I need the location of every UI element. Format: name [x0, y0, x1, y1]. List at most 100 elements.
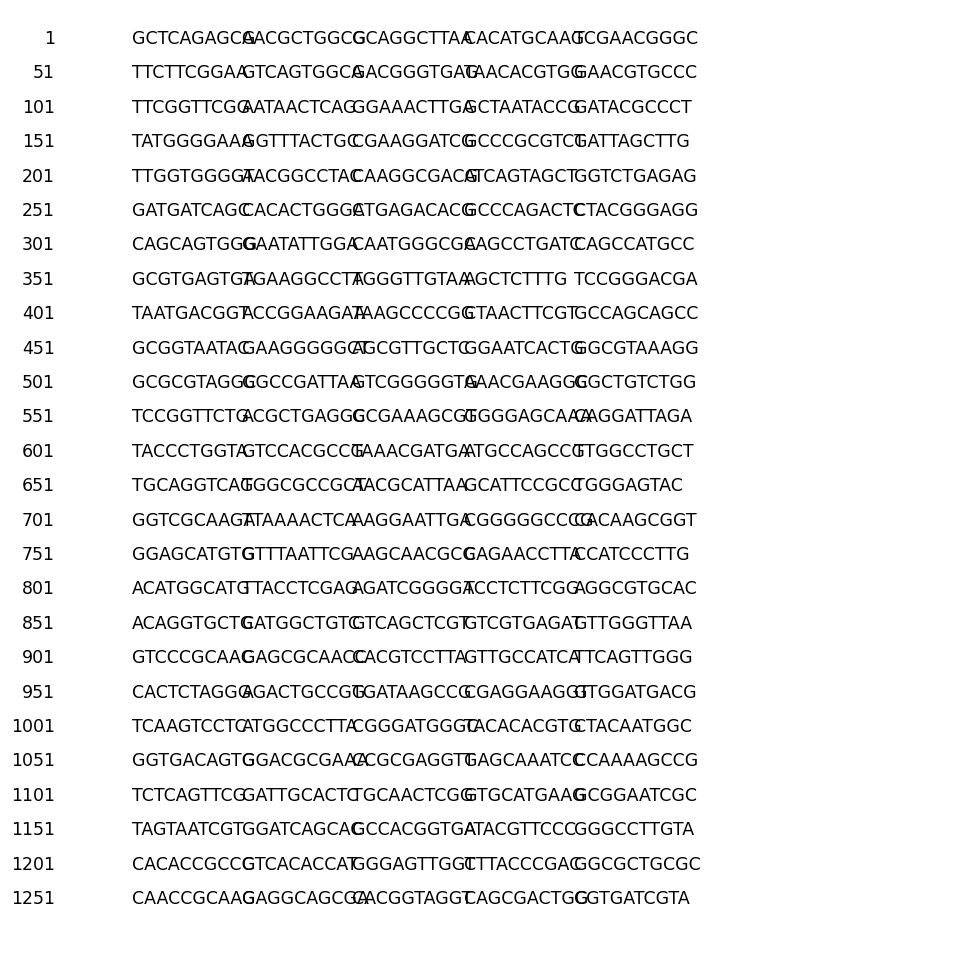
Text: TACCCTGGTA: TACCCTGGTA: [132, 442, 248, 460]
Text: TCCGGGACGA: TCCGGGACGA: [574, 270, 698, 288]
Text: GCAGGCTTAA: GCAGGCTTAA: [352, 30, 473, 48]
Text: GGAAACTTGA: GGAAACTTGA: [352, 99, 474, 116]
Text: GCCCGCGTCT: GCCCGCGTCT: [464, 133, 585, 151]
Text: GCTCAGAGCG: GCTCAGAGCG: [132, 30, 255, 48]
Text: 1: 1: [44, 30, 55, 48]
Text: GTTTAATTCG: GTTTAATTCG: [242, 546, 354, 563]
Text: CCATCCCTTG: CCATCCCTTG: [574, 546, 690, 563]
Text: TTAAAACTCA: TTAAAACTCA: [242, 511, 357, 530]
Text: 701: 701: [22, 511, 55, 530]
Text: GAATATTGGA: GAATATTGGA: [242, 236, 359, 254]
Text: GAGCGCAACC: GAGCGCAACC: [242, 649, 366, 667]
Text: AAGCCTGATC: AAGCCTGATC: [464, 236, 582, 254]
Text: CAGAACCTTA: CAGAACCTTA: [464, 546, 581, 563]
Text: GTTGCCATCA: GTTGCCATCA: [464, 649, 580, 667]
Text: GTCAGCTCGT: GTCAGCTCGT: [352, 614, 470, 632]
Text: GGTGACAGTG: GGTGACAGTG: [132, 752, 255, 770]
Text: GGGCCTTGTA: GGGCCTTGTA: [574, 821, 694, 838]
Text: CAGGATTAGA: CAGGATTAGA: [574, 408, 692, 426]
Text: CACATGCAAG: CACATGCAAG: [464, 30, 584, 48]
Text: 1001: 1001: [11, 717, 55, 735]
Text: TCGAACGGGC: TCGAACGGGC: [574, 30, 699, 48]
Text: AACGGCCTAC: AACGGCCTAC: [242, 167, 362, 185]
Text: ATCAGTAGCT: ATCAGTAGCT: [464, 167, 578, 185]
Text: GGACGCGAAA: GGACGCGAAA: [242, 752, 368, 770]
Text: AGGCGTGCAC: AGGCGTGCAC: [574, 579, 698, 598]
Text: CCAAAAGCCG: CCAAAAGCCG: [574, 752, 699, 770]
Text: 301: 301: [22, 236, 55, 254]
Text: TCCTCTTCGG: TCCTCTTCGG: [464, 579, 579, 598]
Text: GAGCAAATCC: GAGCAAATCC: [464, 752, 584, 770]
Text: CAGCAGTGGG: CAGCAGTGGG: [132, 236, 257, 254]
Text: 451: 451: [22, 339, 55, 357]
Text: CCGCGAGGTT: CCGCGAGGTT: [352, 752, 475, 770]
Text: 951: 951: [21, 683, 55, 701]
Text: GGAGCATGTG: GGAGCATGTG: [132, 546, 255, 563]
Text: TATGGGGAAA: TATGGGGAAA: [132, 133, 253, 151]
Text: TAACACGTGG: TAACACGTGG: [464, 64, 584, 83]
Text: AGATCGGGGA: AGATCGGGGA: [352, 579, 476, 598]
Text: CGGGATGGGC: CGGGATGGGC: [352, 717, 479, 735]
Text: CAGCCATGCC: CAGCCATGCC: [574, 236, 695, 254]
Text: TGGGAGTAC: TGGGAGTAC: [574, 477, 683, 495]
Text: TTCAGTTGGG: TTCAGTTGGG: [574, 649, 693, 667]
Text: CAATGGGCGC: CAATGGGCGC: [352, 236, 476, 254]
Text: ACAGGTGCTG: ACAGGTGCTG: [132, 614, 254, 632]
Text: GGGAGTTGGT: GGGAGTTGGT: [352, 854, 476, 873]
Text: 401: 401: [22, 305, 55, 323]
Text: AAGGAATTGA: AAGGAATTGA: [352, 511, 473, 530]
Text: CAACCGCAAG: CAACCGCAAG: [132, 889, 256, 907]
Text: TTACCTCGAG: TTACCTCGAG: [242, 579, 359, 598]
Text: GGATCAGCAC: GGATCAGCAC: [242, 821, 362, 838]
Text: AAGCAACGCG: AAGCAACGCG: [352, 546, 477, 563]
Text: CGAGGAAGGT: CGAGGAAGGT: [464, 683, 589, 701]
Text: GGTCTGAGAG: GGTCTGAGAG: [574, 167, 697, 185]
Text: CTACGGGAGG: CTACGGGAGG: [574, 202, 699, 220]
Text: 1051: 1051: [11, 752, 55, 770]
Text: AATAACTCAG: AATAACTCAG: [242, 99, 358, 116]
Text: GGAATCACTG: GGAATCACTG: [464, 339, 583, 357]
Text: 251: 251: [22, 202, 55, 220]
Text: GTCGTGAGAT: GTCGTGAGAT: [464, 614, 582, 632]
Text: AGCGTTGCTC: AGCGTTGCTC: [352, 339, 471, 357]
Text: TTCGGTTCGG: TTCGGTTCGG: [132, 99, 250, 116]
Text: ATGGCCCTTA: ATGGCCCTTA: [242, 717, 359, 735]
Text: TTGGCCTGCT: TTGGCCTGCT: [574, 442, 694, 460]
Text: AGGGTTGTAA: AGGGTTGTAA: [352, 270, 471, 288]
Text: 501: 501: [22, 374, 55, 391]
Text: GGCTGTCTGG: GGCTGTCTGG: [574, 374, 697, 391]
Text: CACACTGGGA: CACACTGGGA: [242, 202, 364, 220]
Text: AGCTCTTTG: AGCTCTTTG: [464, 270, 569, 288]
Text: GACGGGTGAG: GACGGGTGAG: [352, 64, 479, 83]
Text: GATTGCACTC: GATTGCACTC: [242, 786, 359, 804]
Text: GATACGCCCT: GATACGCCCT: [574, 99, 692, 116]
Text: CAAGGCGACG: CAAGGCGACG: [352, 167, 478, 185]
Text: CACACCGCCC: CACACCGCCC: [132, 854, 254, 873]
Text: GCCACGGTGA: GCCACGGTGA: [352, 821, 476, 838]
Text: CGGGGGCCCG: CGGGGGCCCG: [464, 511, 593, 530]
Text: TGATAAGCCG: TGATAAGCCG: [352, 683, 471, 701]
Text: CTTACCCGAC: CTTACCCGAC: [464, 854, 581, 873]
Text: ATACGTTCCC: ATACGTTCCC: [464, 821, 577, 838]
Text: GCCCAGACTC: GCCCAGACTC: [464, 202, 584, 220]
Text: TGCAGGTCAG: TGCAGGTCAG: [132, 477, 253, 495]
Text: 201: 201: [22, 167, 55, 185]
Text: 651: 651: [21, 477, 55, 495]
Text: 1251: 1251: [11, 889, 55, 907]
Text: GCATTCCGCC: GCATTCCGCC: [464, 477, 582, 495]
Text: TGCAACTCGG: TGCAACTCGG: [352, 786, 474, 804]
Text: CTACAATGGC: CTACAATGGC: [574, 717, 692, 735]
Text: GGGGAGCAAA: GGGGAGCAAA: [464, 408, 592, 426]
Text: CACTCTAGGG: CACTCTAGGG: [132, 683, 251, 701]
Text: GAACGTGCCC: GAACGTGCCC: [574, 64, 698, 83]
Text: 351: 351: [22, 270, 55, 288]
Text: TCTCAGTTCG: TCTCAGTTCG: [132, 786, 246, 804]
Text: ACCGGAAGAA: ACCGGAAGAA: [242, 305, 366, 323]
Text: 601: 601: [21, 442, 55, 460]
Text: GCGTGAGTGA: GCGTGAGTGA: [132, 270, 255, 288]
Text: CACAAGCGGT: CACAAGCGGT: [574, 511, 697, 530]
Text: TTGGTGGGGT: TTGGTGGGGT: [132, 167, 254, 185]
Text: GGTCGCAAGA: GGTCGCAAGA: [132, 511, 255, 530]
Text: GTCACACCAT: GTCACACCAT: [242, 854, 358, 873]
Text: GTTGGGTTAA: GTTGGGTTAA: [574, 614, 692, 632]
